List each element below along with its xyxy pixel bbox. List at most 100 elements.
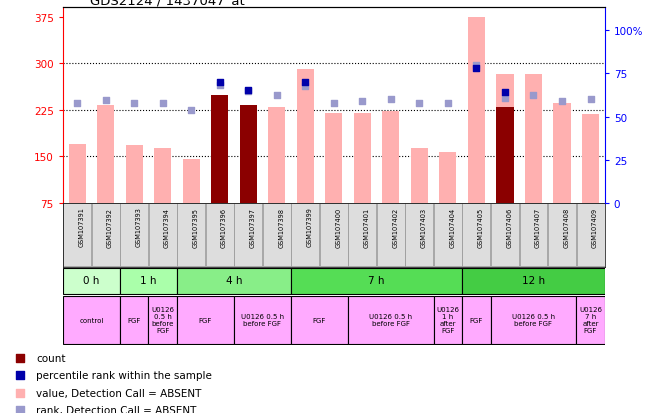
Text: 12 h: 12 h (522, 276, 545, 286)
Point (506, 344, 516, 351)
Text: 0 h: 0 h (83, 276, 100, 286)
Point (471, 62, 482, 69)
Bar (240, 106, 256, 203)
Text: GSM107393: GSM107393 (136, 207, 141, 247)
Point (243, 87, 254, 94)
Bar (120, 296, 148, 344)
Text: GSM107391: GSM107391 (79, 207, 85, 247)
Text: GSM107394: GSM107394 (164, 207, 170, 247)
Text: value, Detection Call = ABSENT: value, Detection Call = ABSENT (36, 387, 202, 398)
Bar (348, 204, 376, 266)
Bar (320, 204, 348, 266)
Bar (240, 106, 256, 203)
Point (300, 83, 311, 90)
Bar (126, 146, 143, 203)
Text: GSM107402: GSM107402 (392, 207, 399, 247)
Text: GSM107397: GSM107397 (250, 207, 256, 247)
Bar (211, 96, 228, 203)
Text: GSM107405: GSM107405 (478, 207, 484, 247)
Bar (411, 149, 428, 203)
Bar (440, 152, 457, 203)
Bar (325, 114, 342, 203)
Bar (206, 204, 234, 266)
Text: U0126
0.5 h
before
FGF: U0126 0.5 h before FGF (151, 306, 174, 334)
Text: 1 h: 1 h (140, 276, 157, 286)
Text: FGF: FGF (199, 317, 212, 323)
Bar (263, 204, 291, 266)
Point (443, 101, 453, 107)
Bar (434, 204, 462, 266)
Point (329, 101, 339, 107)
Point (300, 80, 311, 86)
Text: GSM107401: GSM107401 (364, 207, 369, 247)
Bar (63, 204, 91, 266)
Text: FGF: FGF (313, 317, 327, 323)
Text: FGF: FGF (470, 317, 483, 323)
Bar (177, 296, 234, 344)
Text: U0126 0.5 h
before FGF: U0126 0.5 h before FGF (512, 313, 555, 327)
Text: GSM107392: GSM107392 (107, 207, 113, 247)
Text: GSM107409: GSM107409 (592, 207, 598, 247)
Bar (582, 115, 599, 203)
Text: U0126
1 h
after
FGF: U0126 1 h after FGF (436, 306, 459, 334)
Point (585, 96, 596, 103)
Text: U0126 0.5 h
before FGF: U0126 0.5 h before FGF (241, 313, 284, 327)
Bar (525, 74, 542, 203)
Bar (553, 104, 570, 203)
Bar (234, 204, 262, 266)
Bar (382, 112, 399, 203)
Bar (182, 160, 200, 203)
Bar (548, 204, 576, 266)
Bar (63, 296, 120, 344)
Text: control: control (79, 317, 104, 323)
Point (357, 98, 368, 105)
Point (528, 93, 539, 100)
Bar (462, 268, 605, 294)
Bar (63, 268, 120, 294)
Point (414, 101, 424, 107)
Bar (490, 296, 576, 344)
Bar (377, 204, 405, 266)
Bar (496, 74, 514, 203)
Point (385, 97, 396, 103)
Point (500, 95, 510, 102)
Bar (491, 204, 519, 266)
Bar (434, 296, 462, 344)
Point (471, 65, 482, 72)
Text: rank, Detection Call = ABSENT: rank, Detection Call = ABSENT (36, 405, 197, 413)
Point (506, 190, 516, 197)
Text: FGF: FGF (128, 317, 141, 323)
Bar (234, 296, 291, 344)
Point (129, 101, 139, 107)
Point (186, 107, 196, 114)
Point (100, 98, 111, 104)
Text: percentile rank within the sample: percentile rank within the sample (36, 370, 212, 380)
Bar (149, 204, 176, 266)
Text: count: count (36, 354, 66, 363)
Text: GSM107395: GSM107395 (192, 207, 198, 247)
Point (72, 101, 83, 107)
Bar (463, 204, 490, 266)
Point (243, 88, 254, 95)
Bar (120, 268, 177, 294)
Text: U0126 0.5 h
before FGF: U0126 0.5 h before FGF (369, 313, 412, 327)
Bar (291, 296, 348, 344)
Bar (92, 204, 120, 266)
Bar (468, 17, 485, 203)
Bar (576, 204, 605, 266)
Text: GSM107408: GSM107408 (563, 207, 569, 247)
Text: GSM107399: GSM107399 (307, 207, 313, 247)
Text: 4 h: 4 h (225, 276, 242, 286)
Point (214, 80, 225, 86)
Text: GSM107404: GSM107404 (449, 207, 455, 247)
Bar (462, 296, 490, 344)
Bar (177, 268, 291, 294)
Bar (297, 70, 314, 203)
Bar (148, 296, 177, 344)
Point (500, 89, 510, 96)
Bar (211, 96, 228, 203)
Point (272, 93, 282, 100)
Bar (292, 204, 319, 266)
Text: U0126
7 h
after
FGF: U0126 7 h after FGF (579, 306, 602, 334)
Text: GSM107400: GSM107400 (335, 207, 341, 247)
